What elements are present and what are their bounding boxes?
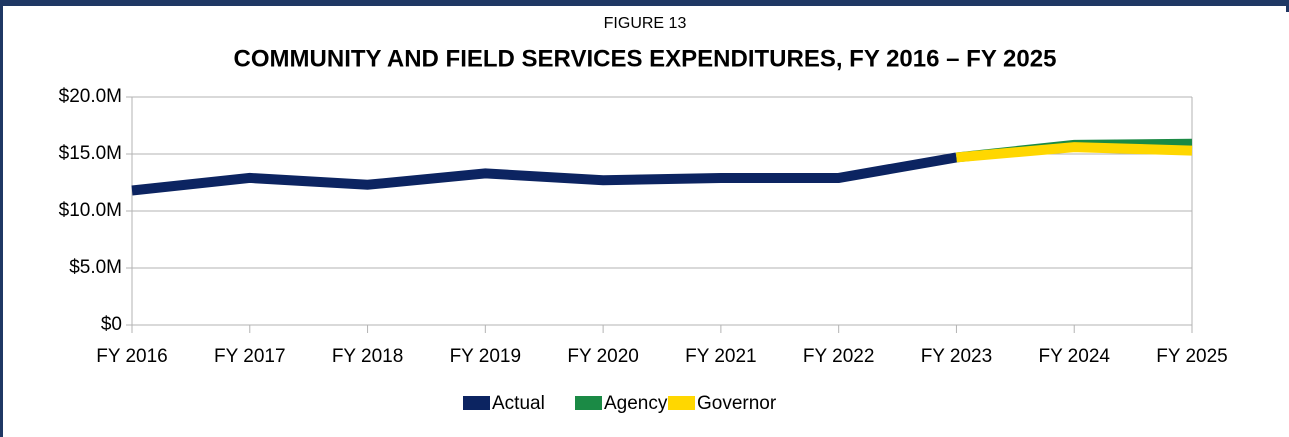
legend-label: Actual bbox=[492, 393, 545, 414]
y-tick-label: $0 bbox=[101, 314, 122, 335]
legend-swatch bbox=[575, 396, 602, 410]
legend-swatch bbox=[463, 396, 490, 410]
chart-title: COMMUNITY AND FIELD SERVICES EXPENDITURE… bbox=[234, 45, 1057, 72]
x-tick-label: FY 2023 bbox=[921, 346, 992, 367]
y-tick-label: $20.0M bbox=[59, 86, 122, 107]
x-tick-label: FY 2021 bbox=[685, 346, 756, 367]
x-tick-label: FY 2020 bbox=[567, 346, 638, 367]
y-tick-label: $10.0M bbox=[59, 200, 122, 221]
x-tick-label: FY 2019 bbox=[450, 346, 521, 367]
x-tick-label: FY 2017 bbox=[214, 346, 285, 367]
top-border bbox=[0, 0, 1289, 6]
x-tick-label: FY 2025 bbox=[1156, 346, 1227, 367]
x-tick-label: FY 2016 bbox=[96, 346, 167, 367]
y-tick-label: $15.0M bbox=[59, 143, 122, 164]
series-line bbox=[956, 142, 1193, 163]
x-tick-label: FY 2022 bbox=[803, 346, 874, 367]
left-border bbox=[0, 0, 3, 437]
x-tick-label: FY 2018 bbox=[332, 346, 403, 367]
series-line bbox=[131, 152, 958, 196]
chart-subtitle: FIGURE 13 bbox=[604, 15, 687, 32]
x-tick-label: FY 2024 bbox=[1038, 346, 1110, 367]
legend-label: Governor bbox=[697, 393, 777, 414]
right-border bbox=[1286, 0, 1289, 12]
legend-label: Agency bbox=[604, 393, 668, 414]
y-tick-label: $5.0M bbox=[69, 257, 122, 278]
legend-swatch bbox=[668, 396, 695, 410]
